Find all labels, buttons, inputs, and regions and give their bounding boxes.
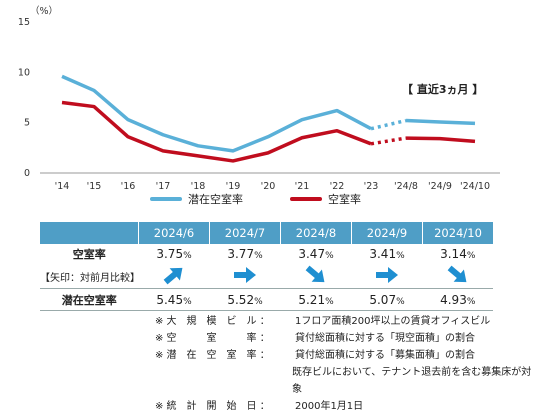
legend-swatch-vacancy xyxy=(290,197,322,201)
table-header-row: 2024/6 2024/7 2024/8 2024/9 2024/10 xyxy=(40,222,493,244)
vacancy-cell: 3.77% xyxy=(227,247,263,261)
footnote: ※ 統 計 開 始 日 ： 2000年1月1日 xyxy=(155,401,364,412)
vacancy-cell: 3.14% xyxy=(440,247,476,261)
series-gap-latent xyxy=(370,118,407,131)
series-line-vacancy xyxy=(61,100,372,163)
series-line-latent xyxy=(61,74,372,153)
rates-table: 2024/6 2024/7 2024/8 2024/9 2024/10 空室率 … xyxy=(40,222,493,311)
table-header-cell: 2024/8 xyxy=(280,222,352,244)
recent-3-months-annotation: 【 直近3ヵ月 】 xyxy=(402,83,484,96)
x-tick-label: '21 xyxy=(295,181,310,192)
table-header-cell: 2024/10 xyxy=(422,222,493,244)
footnote: ※ 潜 在 空 室 率 ：貸付総面積に対する「募集面積」の割合 xyxy=(155,350,475,361)
arrow-row-label: 【矢印：対前月比較】 xyxy=(40,264,140,289)
series-line-recent-latent xyxy=(405,118,476,126)
footnote: ※ 空 室 率 ：貸付総面積に対する「現空面積」の割合 xyxy=(155,333,475,344)
latent-cell: 4.93% xyxy=(422,288,493,311)
trend-arrow-cell xyxy=(351,264,423,289)
legend-item-latent: 潜在空室率 xyxy=(150,191,243,207)
trend-arrow-icon xyxy=(161,265,187,285)
vacancy-cell: 3.41% xyxy=(369,247,405,261)
line-chart: （%） 0 5 10 15 '14 '15 '16 '17 '18 '19 '20 '21 '22 '2… xyxy=(18,5,500,192)
legend-item-vacancy: 空室率 xyxy=(290,191,361,207)
x-tick-label: '23 xyxy=(364,181,379,192)
x-tick-label: '15 xyxy=(87,181,102,192)
x-tick-label: '20 xyxy=(261,181,276,192)
vacancy-row-label: 空室率 xyxy=(72,248,106,261)
x-tick-label: '14 xyxy=(55,181,70,192)
latent-row: 潜在空室率 5.45% 5.52% 5.21% 5.07% 4.93% xyxy=(40,288,493,311)
x-tick-label: '16 xyxy=(121,181,136,192)
vacancy-row: 空室率 3.75% 3.77% 3.47% 3.41% 3.14% xyxy=(40,244,493,264)
y-tick-label: 0 xyxy=(24,168,30,179)
trend-arrow-icon xyxy=(445,265,471,285)
legend-label-vacancy: 空室率 xyxy=(328,193,361,206)
x-tick-label: '18 xyxy=(191,181,206,192)
vacancy-cell: 3.75% xyxy=(156,247,192,261)
latent-cell: 5.21% xyxy=(280,288,352,311)
latent-cell: 5.52% xyxy=(209,288,281,311)
x-tick-label: '19 xyxy=(226,181,241,192)
arrow-row: 【矢印：対前月比較】 xyxy=(40,264,493,289)
table-header-cell: 2024/7 xyxy=(209,222,281,244)
table-header-blank xyxy=(40,222,139,244)
footnote: ※ 大 規 模 ビ ル ： 1フロア面積200坪以上の賃貸オフィスビル xyxy=(155,316,491,327)
table-header-cell: 2024/6 xyxy=(138,222,210,244)
x-tick-label: '17 xyxy=(156,181,171,192)
legend-label-latent: 潜在空室率 xyxy=(188,193,243,206)
trend-arrow-icon xyxy=(232,265,258,285)
table-header-cell: 2024/9 xyxy=(351,222,423,244)
trend-arrow-cell xyxy=(422,264,493,289)
series-gap-vacancy xyxy=(370,136,407,146)
series-line-recent-vacancy xyxy=(405,136,476,144)
y-axis-unit: （%） xyxy=(30,5,58,17)
y-tick-label: 10 xyxy=(18,67,30,78)
chart-legend: 潜在空室率 空室率 xyxy=(0,191,536,207)
trend-arrow-cell xyxy=(209,264,281,289)
x-tick-label: '22 xyxy=(330,181,345,192)
trend-arrow-icon xyxy=(303,265,329,285)
trend-arrow-cell xyxy=(280,264,352,289)
legend-swatch-latent xyxy=(150,197,182,201)
y-tick-label: 5 xyxy=(24,118,30,129)
x-tick-label: '24/10 xyxy=(460,181,490,192)
x-tick-label: '24/9 xyxy=(428,181,452,192)
trend-arrow-cell xyxy=(138,264,210,289)
latent-row-label: 潜在空室率 xyxy=(40,288,139,311)
footnote: 既存ビルにおいて、テナント退去前を含む募集床が対象 xyxy=(292,367,532,395)
latent-cell: 5.07% xyxy=(351,288,423,311)
vacancy-cell: 3.47% xyxy=(298,247,334,261)
y-tick-label: 15 xyxy=(18,17,30,28)
trend-arrow-icon xyxy=(374,265,400,285)
x-tick-label: '24/8 xyxy=(394,181,418,192)
latent-cell: 5.45% xyxy=(138,288,210,311)
